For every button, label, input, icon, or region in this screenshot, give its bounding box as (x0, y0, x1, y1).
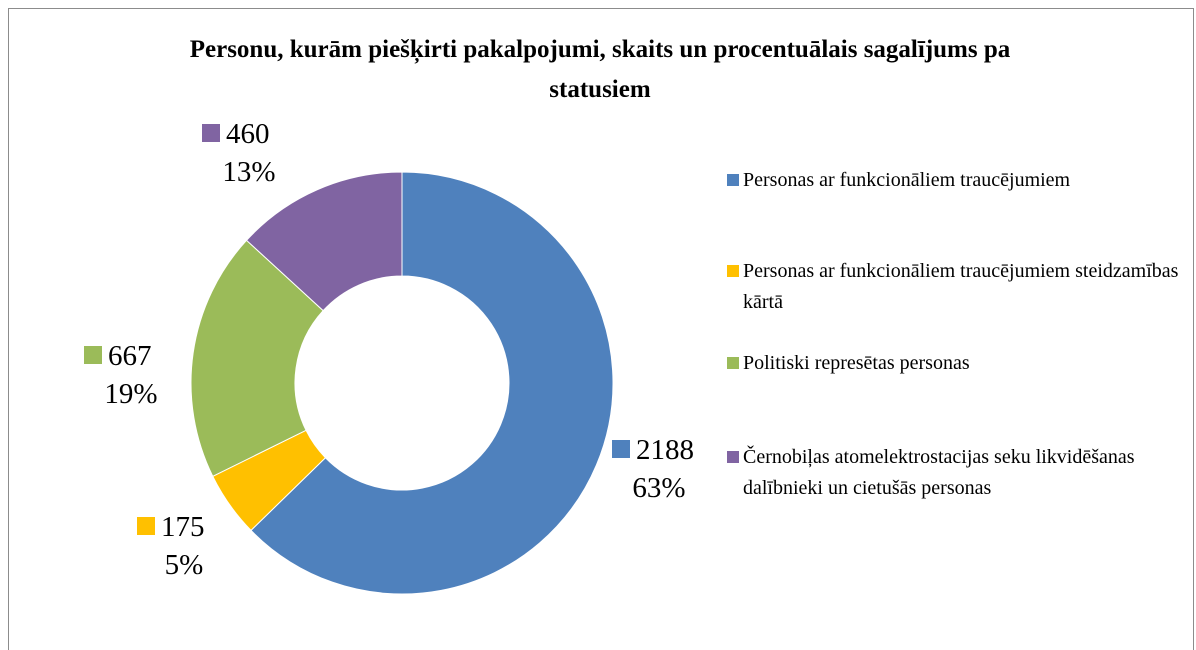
legend-label: Personas ar funkcionāliem traucējumiem (743, 169, 1071, 191)
chart-frame (8, 8, 1194, 650)
data-label: 460 (226, 118, 270, 150)
percent-label: 13% (222, 156, 276, 188)
legend-swatch (727, 357, 739, 369)
label-marker (202, 124, 220, 142)
legend-entry: Personas ar funkcionāliem traucējumiem (727, 165, 1187, 196)
doughnut-slice (250, 171, 614, 595)
legend-entry: Politiski represētas personas (727, 348, 1187, 379)
percent-label: 19% (104, 378, 158, 410)
legend-swatch (727, 265, 739, 277)
legend-label: Politiski represētas personas (743, 352, 970, 374)
data-label: 2188 (636, 434, 694, 466)
legend-entry: Personas ar funkcionāliem traucējumiem s… (727, 256, 1187, 318)
label-marker (612, 440, 630, 458)
legend-entry: Černobiļas atomelektrostacijas seku likv… (727, 442, 1187, 504)
chart-title: Personu, kurām piešķirti pakalpojumi, sk… (189, 36, 1011, 103)
legend-label: Personas ar funkcionāliem traucējumiem s… (743, 260, 1179, 313)
label-marker (137, 517, 155, 535)
data-label: 175 (161, 511, 205, 543)
data-label: 667 (108, 340, 152, 372)
percent-label: 5% (164, 549, 204, 581)
legend-swatch (727, 174, 739, 186)
label-marker (84, 346, 102, 364)
legend-swatch (727, 451, 739, 463)
doughnut-slice (245, 171, 403, 312)
legend-label: Černobiļas atomelektrostacijas seku likv… (743, 446, 1135, 499)
percent-label: 63% (632, 472, 686, 504)
doughnut-slice (190, 239, 324, 477)
